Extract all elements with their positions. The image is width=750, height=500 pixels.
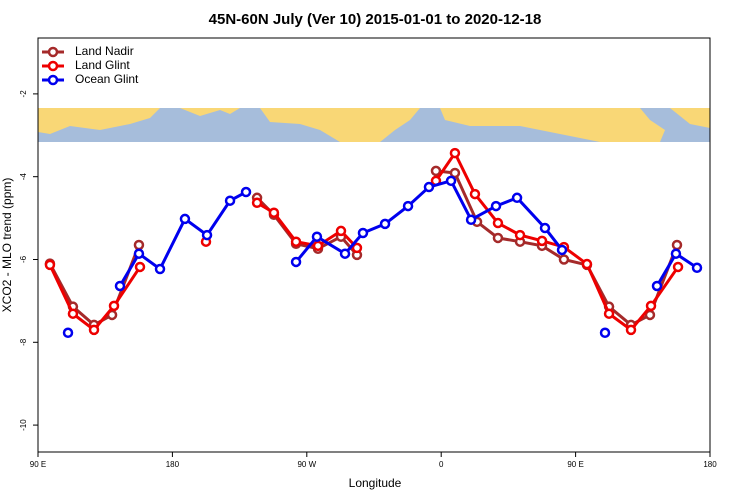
point	[379, 218, 391, 230]
point	[511, 192, 523, 204]
point	[430, 165, 442, 177]
point	[465, 214, 477, 225]
series-line	[48, 150, 680, 332]
point	[108, 300, 120, 312]
x-tick-label: 90 E	[30, 460, 46, 469]
point	[556, 244, 568, 256]
chart-title: 45N-60N July (Ver 10) 2015-01-01 to 2020…	[209, 11, 542, 28]
point	[357, 227, 369, 239]
point	[62, 327, 74, 339]
land	[38, 108, 160, 134]
point	[670, 248, 682, 259]
point	[536, 235, 548, 247]
point	[133, 248, 145, 259]
point	[114, 280, 126, 292]
point	[335, 225, 347, 237]
point	[581, 258, 593, 270]
legend-label: Ocean Glint	[75, 72, 139, 86]
point	[88, 324, 100, 336]
point	[449, 167, 461, 179]
point	[603, 308, 615, 319]
plot-frame	[37, 37, 711, 453]
point	[290, 256, 302, 268]
point	[67, 308, 79, 319]
point	[339, 248, 351, 259]
x-tick-label: 0	[439, 460, 444, 469]
point	[268, 207, 280, 218]
y-axis-label: XCO2 - MLO trend (ppm)	[0, 178, 14, 313]
point	[134, 261, 146, 273]
point	[514, 229, 526, 241]
land	[260, 108, 420, 142]
x-tick-label: 90 E	[567, 460, 583, 469]
x-tick-label: 180	[703, 460, 717, 469]
point	[539, 222, 551, 234]
land	[670, 108, 710, 128]
point	[445, 175, 457, 187]
land	[440, 108, 665, 142]
point	[154, 263, 166, 275]
point	[290, 236, 302, 247]
point	[179, 213, 191, 225]
legend-label: Land Glint	[75, 58, 130, 72]
point	[625, 324, 637, 336]
x-axis-label: Longitude	[349, 476, 402, 490]
point	[311, 231, 323, 242]
legend-marker	[47, 60, 59, 72]
y-tick-label: -2	[19, 90, 28, 98]
point	[599, 327, 611, 339]
y-tick-label: -4	[19, 173, 28, 181]
point	[312, 240, 324, 252]
point	[490, 200, 502, 212]
point	[492, 232, 504, 244]
point	[691, 262, 703, 274]
point	[402, 200, 414, 212]
point	[240, 186, 252, 198]
point	[251, 197, 263, 209]
point	[469, 188, 481, 200]
legend-marker	[47, 74, 59, 86]
point	[492, 217, 504, 229]
map-band	[38, 108, 710, 142]
point	[672, 261, 684, 273]
legend-label: Land Nadir	[75, 44, 134, 58]
point	[651, 280, 663, 292]
y-tick-label: -6	[19, 255, 28, 263]
point	[201, 229, 213, 241]
y-tick-label: -10	[19, 419, 28, 431]
point	[645, 300, 657, 312]
y-tick-label: -8	[19, 338, 28, 346]
point	[423, 181, 435, 193]
point	[671, 239, 683, 251]
point	[351, 242, 363, 254]
series-line	[48, 169, 679, 327]
point	[224, 195, 236, 206]
point	[449, 147, 461, 159]
x-tick-label: 180	[166, 460, 180, 469]
point	[44, 259, 56, 271]
legend-marker	[47, 46, 59, 58]
point	[133, 239, 145, 251]
point	[558, 254, 570, 265]
land	[180, 108, 240, 116]
x-tick-label: 90 W	[297, 460, 316, 469]
